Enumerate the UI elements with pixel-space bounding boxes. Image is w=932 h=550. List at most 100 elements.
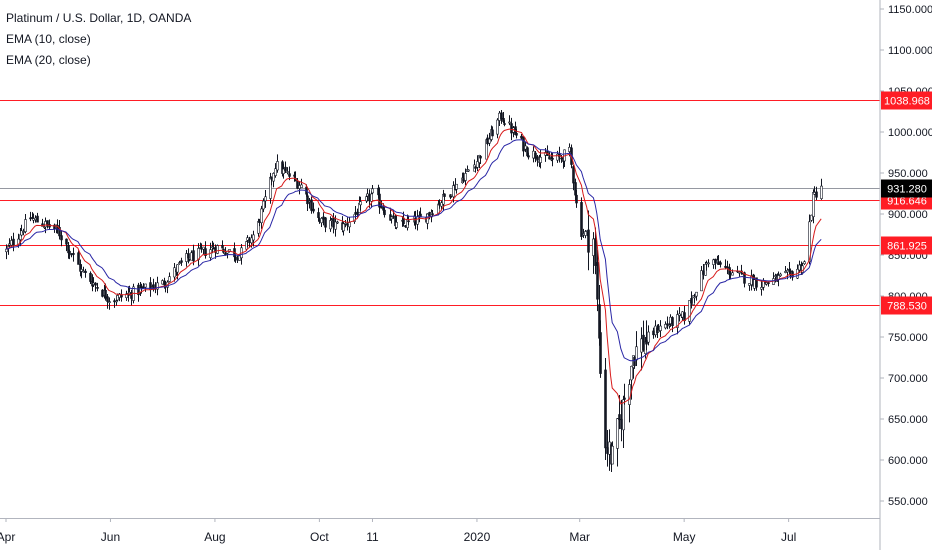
- candle-body: [395, 221, 398, 228]
- candle-body: [58, 227, 61, 237]
- price-tick-label: 1150.000: [888, 4, 932, 16]
- candle-body: [216, 245, 219, 254]
- candle-body: [392, 215, 395, 218]
- candle-body: [192, 250, 195, 262]
- candle-body: [250, 237, 253, 244]
- price-tick-label: 1000.000: [888, 127, 932, 139]
- time-axis[interactable]: Apr Jun Aug Oct 11 2020 Mar May Jul: [0, 518, 796, 544]
- candle-body: [185, 253, 188, 262]
- candle-body: [46, 220, 49, 225]
- candle-body: [760, 287, 763, 290]
- candle-body: [200, 247, 203, 250]
- candle-body: [416, 216, 419, 225]
- level-label: 916.646: [887, 196, 927, 208]
- time-tick-label: Mar: [569, 530, 590, 544]
- candle-body: [587, 229, 590, 253]
- candle-body: [20, 230, 23, 236]
- candle-body: [390, 216, 393, 220]
- price-tick-label: 650.000: [888, 414, 928, 426]
- candle-body: [104, 289, 107, 299]
- ema-lines: [5, 128, 822, 405]
- candle-body: [695, 291, 698, 297]
- candle-body: [491, 129, 494, 137]
- candle-body: [156, 282, 159, 290]
- candle-body: [431, 213, 434, 216]
- candle-body: [556, 153, 559, 161]
- candle-body: [500, 112, 503, 120]
- candle-body: [455, 183, 458, 190]
- chart-title: Platinum / U.S. Dollar, 1D, OANDA: [6, 11, 192, 25]
- price-tick-label: 1100.000: [888, 45, 932, 57]
- candle-body: [68, 250, 71, 254]
- candle-body: [508, 121, 511, 124]
- candle-body: [536, 156, 539, 161]
- candle-body: [664, 324, 667, 329]
- candle-body: [108, 301, 111, 303]
- candle-body: [820, 185, 823, 199]
- candle-body: [522, 136, 525, 152]
- candle-body: [371, 188, 374, 194]
- candle-body: [180, 260, 183, 263]
- price-tick-label: 700.000: [888, 373, 928, 385]
- candle-body: [464, 173, 467, 181]
- candle-body: [306, 195, 309, 205]
- candle-body: [630, 366, 633, 381]
- candle-body: [496, 119, 499, 135]
- price-tick-label: 950.000: [888, 168, 928, 180]
- candle-body: [647, 331, 650, 343]
- candle-body: [443, 193, 446, 197]
- candle-body: [17, 238, 20, 246]
- legend-ema-20: EMA (20, close): [6, 53, 91, 67]
- candle-body: [693, 296, 696, 299]
- price-tick-label: 750.000: [888, 332, 928, 344]
- legend-ema-10: EMA (10, close): [6, 32, 91, 46]
- candle-body: [580, 202, 583, 237]
- time-tick-label: Aug: [204, 530, 225, 544]
- level-label: 1038.968: [884, 96, 930, 108]
- candle-body: [666, 323, 669, 326]
- ema-10-line: [5, 128, 822, 405]
- candle-body: [789, 270, 792, 273]
- candle-body: [260, 208, 263, 224]
- candle-body: [60, 235, 63, 241]
- candle-body: [238, 255, 241, 261]
- level-badge: [881, 91, 932, 110]
- candle-body: [10, 240, 13, 246]
- candle-body: [476, 161, 479, 168]
- candle-body: [264, 196, 267, 202]
- candle-body: [94, 282, 97, 286]
- candle-body: [22, 231, 25, 233]
- candle-body: [812, 192, 815, 217]
- level-label: 861.925: [887, 241, 927, 253]
- candle-body: [113, 300, 116, 303]
- candle-body: [616, 418, 619, 449]
- candle-body: [534, 152, 537, 159]
- candle-body: [671, 317, 674, 327]
- candle-body: [324, 217, 327, 228]
- candle-body: [89, 272, 92, 282]
- candle-body: [212, 247, 215, 250]
- candle-body: [144, 283, 147, 288]
- candle-body: [370, 193, 373, 202]
- candle-body: [755, 277, 758, 288]
- candle-body: [80, 269, 83, 272]
- candle-body: [633, 356, 636, 367]
- candle-body: [300, 184, 303, 188]
- level-badge: [881, 296, 932, 315]
- candle-body: [188, 258, 191, 261]
- candle-body: [173, 267, 176, 278]
- candle-body: [115, 300, 118, 303]
- price-axis-background: [880, 0, 932, 550]
- candle-body: [779, 273, 782, 277]
- candle-body: [36, 215, 39, 223]
- time-tick-label: Jun: [101, 530, 120, 544]
- candle-body: [284, 166, 287, 171]
- candle-body: [234, 256, 237, 259]
- candle-body: [252, 234, 255, 241]
- candle-body: [128, 292, 131, 294]
- candle-body: [611, 445, 614, 465]
- candle-body: [168, 276, 171, 282]
- candle-body: [659, 325, 662, 331]
- candle-body: [539, 156, 542, 163]
